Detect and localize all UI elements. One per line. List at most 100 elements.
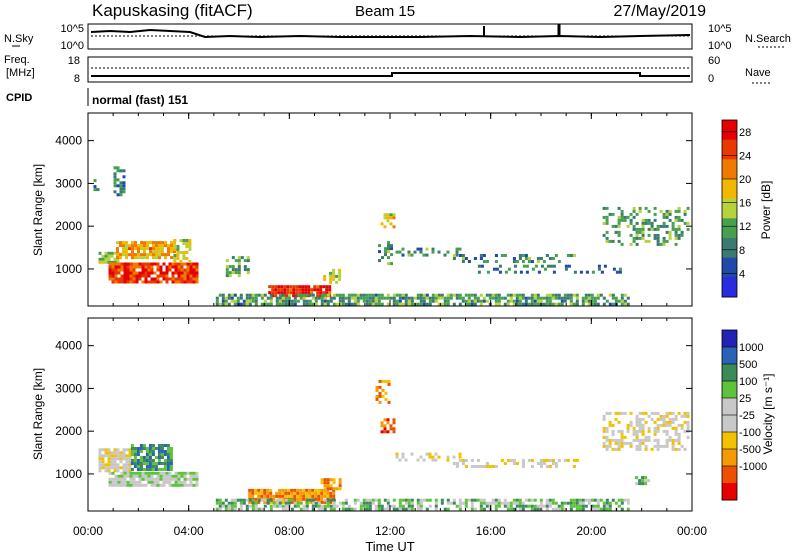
heatmap-cell xyxy=(251,498,255,502)
heatmap-cell xyxy=(647,435,651,439)
heatmap-cell xyxy=(183,471,187,475)
power-region xyxy=(113,166,126,197)
heatmap-cell xyxy=(365,302,369,306)
heatmap-cell xyxy=(381,379,385,383)
heatmap-cell xyxy=(389,504,393,508)
heatmap-cell xyxy=(176,248,180,251)
heatmap-cell xyxy=(410,299,414,303)
heatmap-cell xyxy=(569,501,573,505)
heatmap-cell xyxy=(237,271,241,275)
x-tick-label: 08:00 xyxy=(274,524,304,538)
heatmap-cell xyxy=(293,296,297,300)
heatmap-cell xyxy=(338,296,342,300)
heatmap-cell xyxy=(611,293,615,297)
heatmap-cell xyxy=(323,504,327,508)
heatmap-cell xyxy=(165,268,169,272)
heatmap-cell xyxy=(419,299,423,303)
heatmap-cell xyxy=(341,501,345,505)
heatmap-cell xyxy=(521,501,525,505)
heatmap-cell xyxy=(104,466,108,470)
heatmap-cell xyxy=(218,501,222,505)
heatmap-cell xyxy=(122,247,125,251)
heatmap-cell xyxy=(269,507,273,511)
heatmap-cell xyxy=(107,257,111,261)
heatmap-cell xyxy=(671,438,675,442)
heatmap-cell xyxy=(371,501,375,505)
heatmap-cell xyxy=(449,501,453,505)
heatmap-cell xyxy=(479,465,483,468)
heatmap-cell xyxy=(174,262,178,266)
heatmap-cell xyxy=(299,491,303,495)
heatmap-cell xyxy=(638,441,642,445)
heatmap-cell xyxy=(573,270,577,274)
heatmap-cell xyxy=(518,296,522,300)
heatmap-cell xyxy=(165,271,169,275)
heatmap-cell xyxy=(375,397,379,401)
heatmap-cell xyxy=(305,507,309,511)
heatmap-cell xyxy=(617,239,621,243)
heatmap-cell xyxy=(434,293,438,297)
heatmap-cell xyxy=(192,280,196,284)
heatmap-cell xyxy=(407,250,411,254)
heatmap-cell xyxy=(623,302,627,306)
colorbar-segment xyxy=(722,120,737,141)
heatmap-cell xyxy=(392,504,396,508)
heatmap-cell xyxy=(605,215,609,219)
heatmap-cell xyxy=(148,465,152,468)
heatmap-cell xyxy=(653,411,657,415)
heatmap-cell xyxy=(620,435,624,439)
heatmap-cell xyxy=(290,498,294,502)
heatmap-cell xyxy=(596,296,600,300)
heatmap-cell xyxy=(132,277,136,281)
heatmap-cell xyxy=(117,480,121,484)
heatmap-cell xyxy=(123,274,127,278)
heatmap-cell xyxy=(93,179,97,183)
heatmap-cell xyxy=(221,504,225,508)
heatmap-cell xyxy=(410,504,414,508)
heatmap-cell xyxy=(386,504,390,508)
heatmap-cell xyxy=(422,253,426,257)
heatmap-cell xyxy=(254,497,258,501)
heatmap-cell xyxy=(122,241,125,245)
heatmap-cell xyxy=(653,438,657,442)
heatmap-cell xyxy=(500,254,504,257)
heatmap-cell xyxy=(160,444,164,447)
heatmap-cell xyxy=(452,498,456,502)
heatmap-cell xyxy=(266,494,270,498)
heatmap-cell xyxy=(617,504,621,508)
heatmap-cell xyxy=(641,426,645,430)
heatmap-cell xyxy=(177,483,181,487)
heatmap-cell xyxy=(122,451,126,455)
heatmap-cell xyxy=(169,462,173,465)
heatmap-cell xyxy=(320,504,324,508)
heatmap-cell xyxy=(126,277,130,281)
heatmap-cell xyxy=(286,285,290,289)
heatmap-cell xyxy=(188,239,192,242)
heatmap-cell xyxy=(195,474,199,478)
heatmap-cell xyxy=(150,483,154,487)
heatmap-cell xyxy=(299,488,303,492)
heatmap-cell xyxy=(371,302,375,306)
heatmap-cell xyxy=(605,236,609,240)
heatmap-cell xyxy=(620,411,624,415)
heatmap-cell xyxy=(608,438,612,442)
heatmap-cell xyxy=(116,250,119,254)
heatmap-cell xyxy=(305,494,309,498)
heatmap-cell xyxy=(123,271,127,275)
heatmap-cell xyxy=(677,435,681,439)
heatmap-cell xyxy=(509,293,513,297)
heatmap-cell xyxy=(104,257,108,261)
heatmap-cell xyxy=(269,302,273,306)
heatmap-cell xyxy=(563,507,567,511)
heatmap-cell xyxy=(104,251,108,255)
heatmap-cell xyxy=(332,293,336,297)
heatmap-cell xyxy=(392,302,396,306)
heatmap-cell xyxy=(378,259,381,263)
heatmap-cell xyxy=(116,247,119,251)
heatmap-cell xyxy=(157,462,161,465)
heatmap-cell xyxy=(113,181,117,185)
y-tick-label: 4000 xyxy=(55,339,82,353)
heatmap-cell xyxy=(638,423,642,427)
heatmap-cell xyxy=(356,293,360,297)
heatmap-cell xyxy=(527,504,531,508)
